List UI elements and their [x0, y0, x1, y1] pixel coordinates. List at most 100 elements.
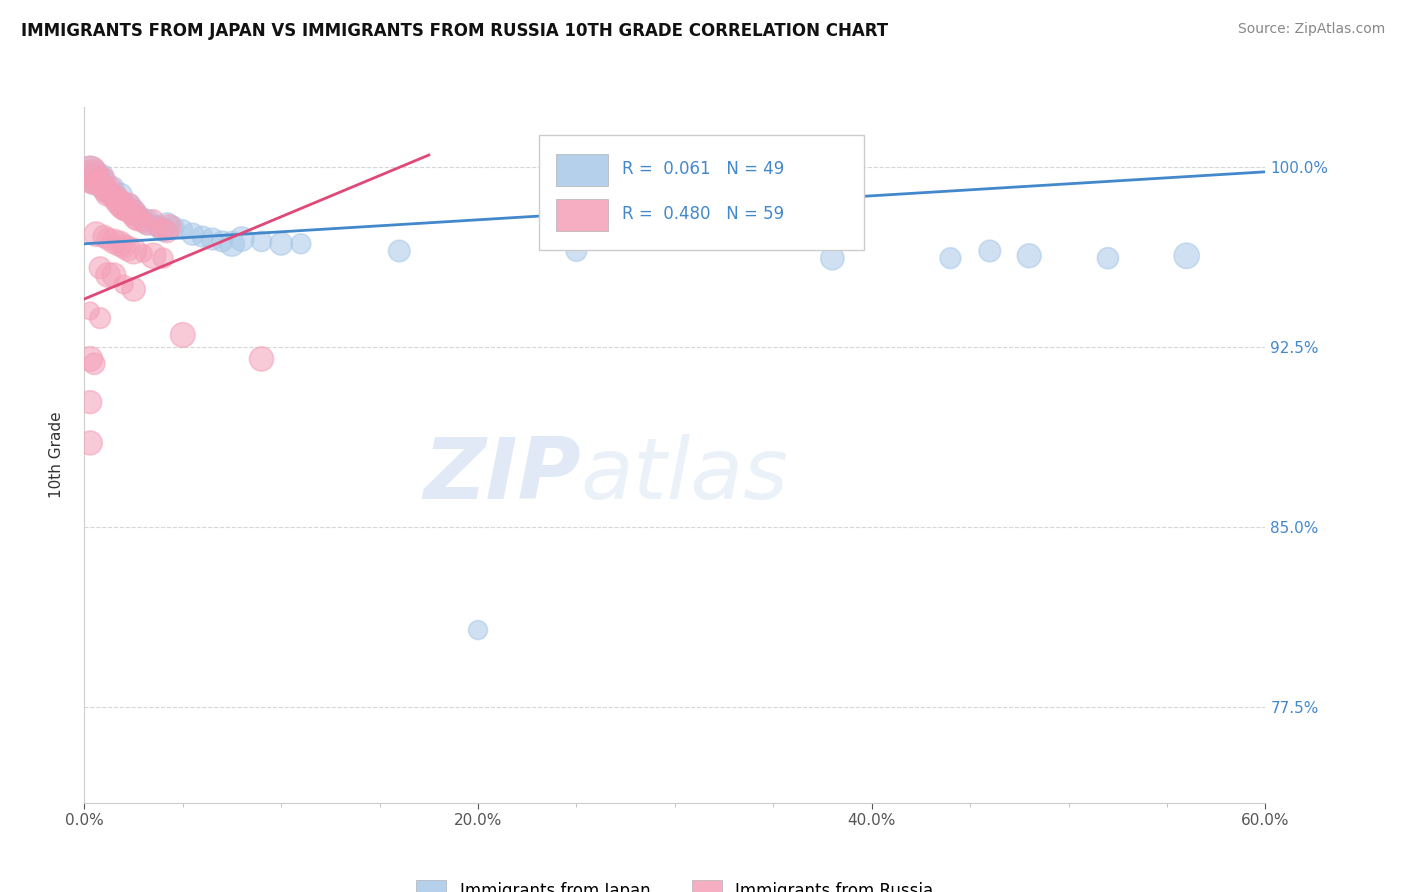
Point — [93, 229, 115, 244]
Point — [84, 227, 107, 242]
Point — [84, 174, 107, 188]
Text: Source: ZipAtlas.com: Source: ZipAtlas.com — [1237, 22, 1385, 37]
Point — [148, 219, 170, 234]
Text: R =  0.061   N = 49: R = 0.061 N = 49 — [621, 160, 785, 178]
Point — [111, 196, 134, 211]
FancyBboxPatch shape — [555, 153, 607, 186]
Point — [201, 232, 224, 246]
Point — [132, 246, 155, 260]
Point — [146, 219, 169, 234]
Point — [94, 184, 117, 198]
Point — [152, 251, 174, 265]
Point — [114, 203, 136, 218]
Point — [79, 436, 101, 450]
Text: atlas: atlas — [581, 434, 789, 517]
Point — [97, 232, 120, 246]
Point — [1097, 251, 1119, 265]
Point — [132, 215, 155, 229]
Point — [94, 184, 117, 198]
Point — [114, 201, 136, 215]
Point — [124, 211, 146, 225]
Point — [270, 236, 292, 251]
Point — [142, 212, 165, 227]
Point — [111, 198, 134, 212]
Point — [108, 236, 131, 251]
Point — [172, 328, 194, 343]
Point — [89, 172, 111, 186]
Point — [87, 174, 110, 188]
Point — [103, 268, 125, 282]
Point — [821, 251, 844, 265]
Point — [79, 165, 101, 179]
Point — [107, 189, 129, 203]
Point — [152, 222, 174, 236]
Point — [136, 215, 159, 229]
Point — [89, 260, 111, 275]
Point — [112, 198, 135, 212]
Point — [98, 181, 121, 195]
Point — [79, 395, 101, 409]
Point — [142, 249, 165, 263]
Point — [82, 169, 104, 184]
Point — [127, 212, 149, 227]
Point — [1018, 249, 1040, 263]
Y-axis label: 10th Grade: 10th Grade — [49, 411, 63, 499]
Point — [221, 236, 243, 251]
Point — [122, 244, 145, 258]
Text: R =  0.480   N = 59: R = 0.480 N = 59 — [621, 205, 785, 223]
Point — [132, 212, 155, 227]
Point — [117, 242, 139, 256]
Point — [118, 205, 141, 219]
Point — [91, 179, 114, 194]
Point — [118, 198, 141, 212]
Point — [181, 227, 204, 242]
Point — [121, 208, 143, 222]
Point — [79, 165, 101, 179]
Point — [290, 236, 312, 251]
Point — [104, 191, 127, 205]
Point — [91, 177, 114, 191]
Point — [101, 181, 124, 195]
Point — [191, 229, 214, 244]
Legend: Immigrants from Japan, Immigrants from Russia: Immigrants from Japan, Immigrants from R… — [409, 874, 941, 892]
Point — [79, 304, 101, 318]
Text: IMMIGRANTS FROM JAPAN VS IMMIGRANTS FROM RUSSIA 10TH GRADE CORRELATION CHART: IMMIGRANTS FROM JAPAN VS IMMIGRANTS FROM… — [21, 22, 889, 40]
Point — [388, 244, 411, 258]
Point — [87, 174, 110, 188]
Point — [83, 172, 105, 186]
Point — [89, 311, 111, 326]
Point — [108, 189, 131, 203]
Point — [565, 244, 588, 258]
Point — [89, 177, 111, 191]
Point — [93, 179, 115, 194]
Point — [122, 203, 145, 218]
Point — [104, 194, 127, 208]
Point — [97, 268, 120, 282]
Point — [93, 167, 115, 181]
Point — [112, 201, 135, 215]
Point — [89, 169, 111, 184]
Point — [117, 203, 139, 218]
Point — [162, 219, 184, 234]
Point — [108, 196, 131, 211]
Point — [98, 186, 121, 201]
Point — [172, 222, 194, 236]
Point — [101, 189, 124, 203]
Point — [97, 186, 120, 201]
Point — [93, 172, 115, 186]
Point — [142, 218, 165, 232]
Point — [83, 357, 105, 371]
Point — [136, 218, 159, 232]
Point — [156, 218, 179, 232]
Point — [97, 184, 120, 198]
Point — [1175, 249, 1198, 263]
Point — [231, 232, 253, 246]
Point — [103, 235, 125, 249]
Text: ZIP: ZIP — [423, 434, 581, 517]
Point — [157, 219, 180, 234]
Point — [117, 198, 139, 212]
FancyBboxPatch shape — [538, 135, 863, 250]
Point — [112, 239, 135, 253]
Point — [156, 225, 179, 239]
Point — [103, 189, 125, 203]
